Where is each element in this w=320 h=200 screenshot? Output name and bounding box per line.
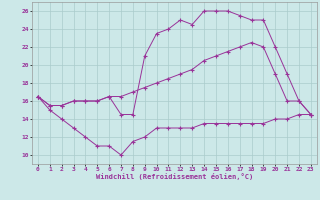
X-axis label: Windchill (Refroidissement éolien,°C): Windchill (Refroidissement éolien,°C)	[96, 173, 253, 180]
